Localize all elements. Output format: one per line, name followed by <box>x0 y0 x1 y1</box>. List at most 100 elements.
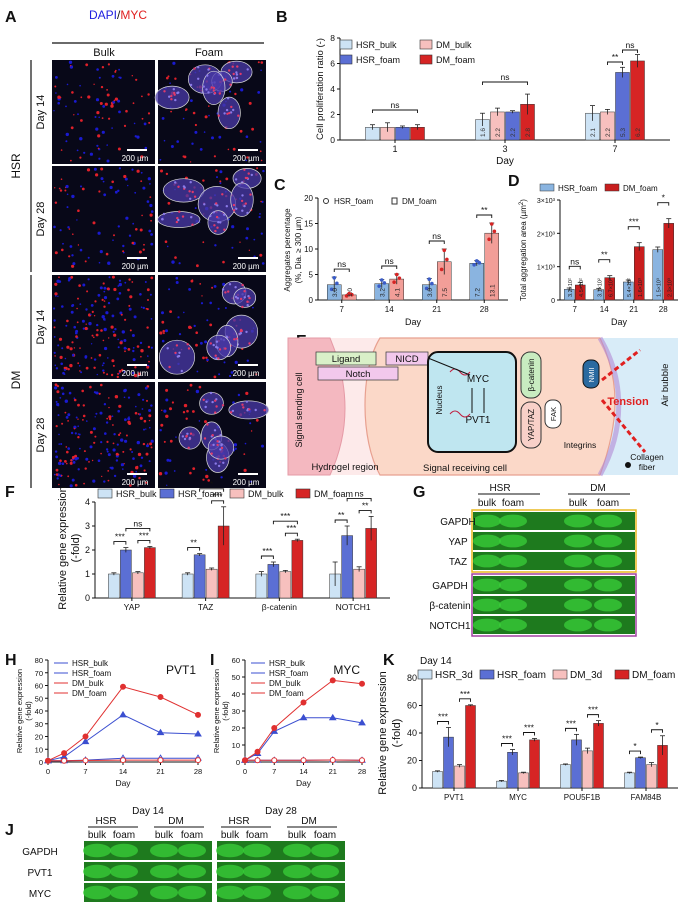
legend-swatch <box>419 39 433 50</box>
sig-bracket <box>622 49 638 53</box>
x-axis-label: Day <box>611 317 628 327</box>
gel-row-label: NOTCH1 <box>429 621 471 632</box>
legend-swatch <box>419 54 433 65</box>
gel-col-label: foam <box>314 830 336 841</box>
sig-label: *** <box>213 491 224 501</box>
sig-bracket <box>651 729 663 733</box>
gel-band <box>150 864 178 879</box>
sig-bracket <box>627 226 640 230</box>
cell-dots <box>53 383 154 488</box>
panel-letter-i: I <box>210 652 214 669</box>
data-point <box>487 237 491 242</box>
x-tick-label: 0 <box>243 767 247 776</box>
data-point <box>439 267 444 272</box>
panel-letter-k: K <box>383 652 395 669</box>
y-tick-label: 60 <box>232 656 240 665</box>
gel-hsr-header: HSR <box>489 483 510 494</box>
x-axis-label: Day <box>405 317 422 327</box>
panel-letter-j: J <box>5 822 14 839</box>
sig-label: *** <box>115 532 126 542</box>
marker <box>359 757 365 764</box>
sig-bracket <box>358 509 372 514</box>
bar-DM_3d <box>646 764 657 789</box>
panel-letter-h: H <box>5 652 17 669</box>
x-tick-label: PVT1 <box>444 793 465 802</box>
legend-swatch <box>604 183 620 192</box>
panel-letter-g: G <box>413 484 425 501</box>
row-label: Day 14 <box>35 310 47 345</box>
bar-HSR_3d <box>496 780 507 789</box>
sig-bracket <box>137 539 151 544</box>
gel-band <box>473 578 501 592</box>
y-axis-label: Total aggregation area (µm2) <box>519 199 528 301</box>
gel-band <box>178 885 206 900</box>
y-axis-label-2: (-fold) <box>24 701 33 721</box>
y-tick-label: 80 <box>407 673 417 683</box>
data-point <box>474 259 479 263</box>
gel-row-label: PVT1 <box>27 868 52 879</box>
marker <box>299 713 308 721</box>
marker <box>82 733 89 740</box>
x-tick-label: FAM84B <box>631 793 662 802</box>
marker <box>157 757 164 764</box>
bar-value-label: 2.3×10³ <box>667 278 673 297</box>
legend-text: HSR_bulk <box>356 40 397 50</box>
legend-swatch <box>614 669 630 680</box>
y-axis-label-2: (-fold) <box>391 719 403 748</box>
marker <box>300 757 307 764</box>
marker <box>195 757 201 764</box>
bar-HSR_foam <box>507 752 518 789</box>
bar-DM_bulk <box>132 572 144 599</box>
x-tick-label: POU5F1B <box>564 793 600 802</box>
bcatenin-label: β-catenin <box>527 358 536 391</box>
micrograph <box>52 166 155 272</box>
sig-bracket <box>629 750 641 755</box>
y-label-sup: 2 <box>519 201 525 205</box>
gel-band <box>110 864 138 879</box>
y-tick-label: 2 <box>85 545 90 555</box>
stain-title: DAPI/MYC <box>89 8 147 22</box>
marker <box>61 757 68 764</box>
gel-frame-bottom <box>471 573 637 637</box>
y-label-main: Total aggregation area (µm <box>519 205 528 301</box>
gel-hsr-header: HSR <box>95 816 116 827</box>
gel-dm-header: DM <box>590 483 606 494</box>
legend-text: HSR_bulk <box>269 659 306 668</box>
sig-bracket <box>482 81 528 85</box>
gel-band <box>243 885 271 900</box>
dna-strands <box>449 368 471 418</box>
legend-text: HSR_foam <box>178 489 222 499</box>
bar-HSR_bulk <box>108 573 120 599</box>
gel-band <box>594 514 622 528</box>
sig-bracket <box>657 202 670 206</box>
bar-HSR_foam <box>571 739 582 789</box>
legend-text: DM_foam <box>269 689 304 698</box>
y-tick-label: 0 <box>551 298 555 305</box>
air-bubble-label: Air bubble <box>660 364 671 407</box>
gel-col-label: bulk <box>569 498 588 509</box>
stain-sep: / <box>117 8 121 22</box>
gel-band <box>564 554 592 568</box>
panel-letter-c: C <box>274 177 286 194</box>
x-tick-label: 21 <box>156 767 164 776</box>
gel-band <box>473 618 501 632</box>
chart-title: PVT1 <box>166 663 196 677</box>
marker <box>328 713 337 721</box>
row-label: Day 14 <box>35 95 47 130</box>
myc-label: MYC <box>467 374 489 385</box>
data-point <box>329 287 334 292</box>
legend-swatch <box>539 183 555 192</box>
sig-day1: ns <box>391 100 400 110</box>
chart-title: MYC <box>333 663 360 677</box>
y-axis-label-2: (-fold) <box>70 534 82 563</box>
bar-DM_foam <box>465 705 476 789</box>
gel-band <box>283 843 311 858</box>
bar-HSR_foam <box>120 549 132 599</box>
data-point <box>332 276 337 280</box>
bar-value-label: 1.6 <box>480 128 487 137</box>
y-tick-label: 20 <box>304 194 313 203</box>
gel-col-label: foam <box>181 830 203 841</box>
legend-text: DM_3d <box>570 670 602 681</box>
tension-label: Tension <box>607 396 649 408</box>
gel-band <box>594 554 622 568</box>
